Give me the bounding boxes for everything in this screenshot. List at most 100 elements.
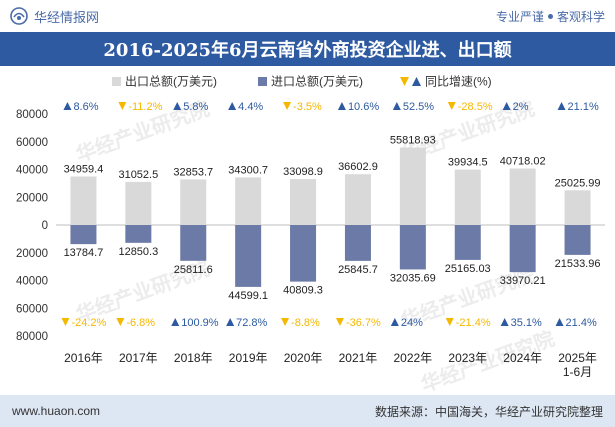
import-bar [125,225,152,243]
export-growth-up-icon [557,102,566,110]
x-tick-label: 2016年 [64,351,103,365]
import-value-label: 33970.21 [500,275,546,287]
import-bar [399,225,426,270]
export-value-label: 36602.9 [338,161,378,173]
import-growth-down-icon [445,318,454,326]
import-value-label: 25165.03 [445,263,491,275]
slogan-left: 专业严谨 [495,9,544,24]
y-tick-label: 0 [42,220,48,232]
footer-website: www.huaon.com [12,404,101,418]
import-growth-label: -21.4% [456,317,491,329]
import-growth-up-icon [555,318,564,326]
import-growth-up-icon [226,318,235,326]
x-tick-label: 2024年 [503,351,542,365]
import-growth-label: 100.9% [181,317,219,329]
import-growth-label: -24.2% [71,317,106,329]
export-growth-up-icon [502,102,511,110]
export-bar [290,179,317,225]
import-growth-down-icon [116,318,125,326]
export-bar [344,174,371,225]
export-growth-up-icon [63,102,72,110]
export-value-label: 34959.4 [64,163,104,175]
x-tick-label: 2018年 [174,351,213,365]
import-value-label: 44599.1 [228,290,268,302]
x-tick-label: 2021年 [339,351,378,365]
export-value-label: 25025.99 [555,177,601,189]
top-bar: 华经情报网 专业严谨 客观科学 [0,0,615,32]
import-value-label: 32035.69 [390,272,436,284]
export-value-label: 39934.5 [448,157,488,169]
import-growth-down-icon [61,318,70,326]
import-value-label: 25845.7 [338,264,378,276]
export-growth-label: 21.1% [568,101,599,113]
x-tick-label: 2022年 [393,351,432,365]
export-bar [70,176,97,225]
footer-source: 数据来源：中国海关，华经产业研究院整理 [374,404,603,419]
import-growth-label: -8.8% [291,317,320,329]
import-bar [235,225,262,287]
export-growth-label: -28.5% [458,101,493,113]
import-growth-label: 72.8% [236,317,267,329]
x-tick-label: 2020年 [284,351,323,365]
y-tick-label: 60000 [16,137,48,149]
import-bar [290,225,317,282]
import-bar [564,225,591,255]
legend-label-0: 出口总额(万美元) [125,75,217,89]
export-growth-label: 4.4% [238,101,263,113]
footer: www.huaon.com 数据来源：中国海关，华经产业研究院整理 [0,395,615,427]
y-tick-label: 40000 [16,165,48,177]
export-bar [180,179,207,225]
y-tick-label: 80000 [16,109,48,121]
export-growth-label: 5.8% [183,101,208,113]
import-growth-up-icon [171,318,180,326]
export-growth-label: 2% [513,101,529,113]
chart-title: 2016-2025年6月云南省外商投资企业进、出口额 [0,32,615,66]
export-value-label: 34300.7 [228,164,268,176]
brand: 华经情报网 [10,7,99,26]
x-tick-label: 2023年 [448,351,487,365]
export-bar [454,169,481,225]
y-tick-label: 60000 [16,303,48,315]
y-tick-label: 40000 [16,276,48,288]
huajing-logo-icon [10,7,28,25]
export-growth-label: -11.2% [128,101,162,113]
x-tick-label: 2017年 [119,351,158,365]
export-bar [399,147,426,225]
bar-chart: 华经产业研究院华经产业研究院华经产业研究院华经产业研究院华经产业研究院出口总额(… [16,75,605,395]
legend-up-triangle-icon [412,77,421,86]
import-bar [70,225,97,245]
import-growth-label: 21.4% [566,317,597,329]
export-value-label: 40718.02 [500,156,546,168]
export-growth-label: 8.6% [73,101,98,113]
export-bar [235,177,262,225]
import-growth-label: -36.7% [346,317,381,329]
export-growth-down-icon [118,102,127,110]
export-growth-down-icon [283,102,292,110]
import-value-label: 40809.3 [283,285,323,297]
x-tick-label: 2025年 [558,351,597,365]
slogan-dot-icon [547,13,553,19]
import-bar [454,225,481,260]
export-bar [564,190,591,225]
export-growth-label: 52.5% [403,101,434,113]
slogan: 专业严谨 客观科学 [496,8,605,25]
import-bar [180,225,207,261]
export-value-label: 32853.7 [173,166,213,178]
export-growth-up-icon [173,102,182,110]
export-bar [125,181,152,225]
import-growth-label: -6.8% [126,317,155,329]
x-tick-label: 1-6月 [563,365,592,379]
import-bar [344,225,371,261]
import-growth-down-icon [335,318,344,326]
x-tick-label: 2019年 [229,351,268,365]
legend-label-2: 同比增速(%) [425,75,492,89]
legend-label-1: 进口总额(万美元) [271,75,363,89]
export-growth-up-icon [392,102,401,110]
export-value-label: 55818.93 [390,135,436,147]
import-growth-up-icon [390,318,399,326]
import-value-label: 21533.96 [555,258,601,270]
y-tick-label: 80000 [16,331,48,343]
import-value-label: 12850.3 [118,246,158,258]
export-value-label: 33098.9 [283,166,323,178]
